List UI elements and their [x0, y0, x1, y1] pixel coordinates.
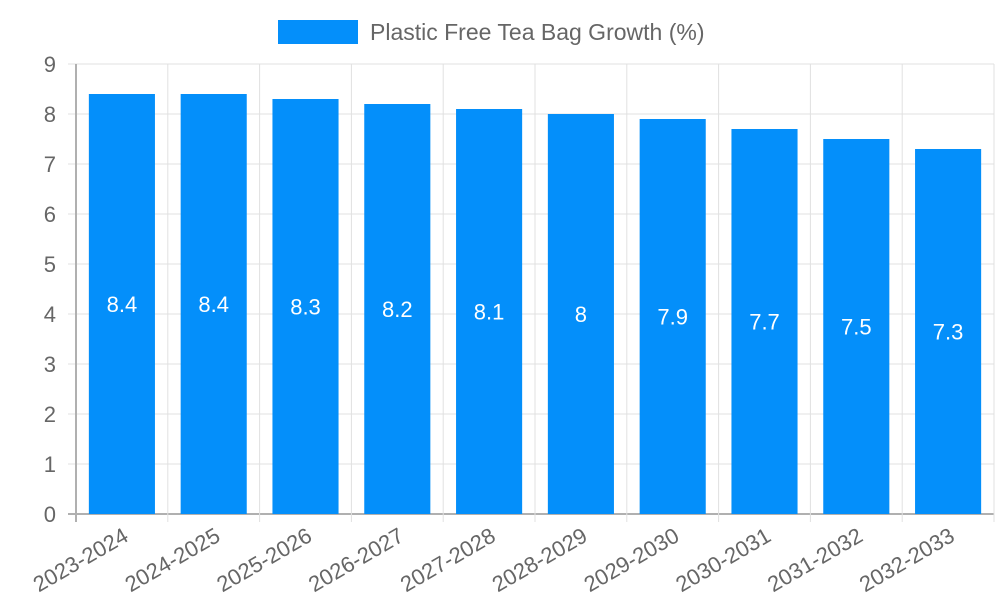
x-tick-label: 2029-2030 [580, 523, 684, 597]
bar-value-label: 8.2 [382, 297, 413, 322]
x-tick-label: 2027-2028 [396, 523, 500, 597]
y-tick-label: 6 [44, 202, 56, 227]
bar[interactable] [88, 94, 155, 514]
bar[interactable] [456, 109, 523, 514]
y-tick-label: 5 [44, 252, 56, 277]
bar-value-label: 8.4 [107, 292, 138, 317]
x-tick-label: 2026-2027 [304, 523, 408, 597]
bar-value-label: 7.3 [933, 320, 964, 345]
y-tick-label: 8 [44, 102, 56, 127]
bar-value-label: 8 [575, 302, 587, 327]
x-tick-label: 2031-2032 [763, 523, 867, 597]
x-tick-label: 2024-2025 [121, 523, 225, 597]
bar[interactable] [180, 94, 247, 514]
bars: 8.4 8.4 8.3 8.2 8.1 8 7.9 7.7 7.5 7.3 [88, 94, 982, 514]
x-tick-label: 2028-2029 [488, 523, 592, 597]
legend[interactable]: Plastic Free Tea Bag Growth (%) [278, 19, 704, 45]
bar[interactable] [639, 119, 706, 514]
x-tick-label: 2030-2031 [671, 523, 775, 597]
bar[interactable] [731, 129, 798, 514]
x-tick-label: 2032-2033 [855, 523, 959, 597]
bar-value-label: 8.4 [198, 292, 229, 317]
y-tick-label: 7 [44, 152, 56, 177]
bar[interactable] [364, 104, 431, 514]
bar-value-label: 8.3 [290, 295, 321, 320]
y-tick-label: 1 [44, 452, 56, 477]
x-tick-label: 2023-2024 [29, 523, 133, 597]
y-axis: 0 1 2 3 4 5 6 7 8 9 [44, 52, 56, 527]
bar-value-label: 7.5 [841, 315, 872, 340]
y-tick-label: 0 [44, 502, 56, 527]
bar[interactable] [272, 99, 339, 514]
y-tick-label: 9 [44, 52, 56, 77]
y-tick-label: 3 [44, 352, 56, 377]
bar-value-label: 8.1 [474, 300, 505, 325]
bar[interactable] [915, 149, 982, 514]
y-tick-label: 2 [44, 402, 56, 427]
bar[interactable] [823, 139, 890, 514]
bar-value-label: 7.7 [749, 310, 780, 335]
legend-swatch [278, 20, 358, 44]
bar[interactable] [547, 114, 614, 514]
y-tick-label: 4 [44, 302, 56, 327]
x-tick-label: 2025-2026 [212, 523, 316, 597]
legend-label: Plastic Free Tea Bag Growth (%) [370, 19, 704, 45]
bar-value-label: 7.9 [657, 305, 688, 330]
x-axis: 2023-20242024-20252025-20262026-20272027… [29, 523, 959, 597]
